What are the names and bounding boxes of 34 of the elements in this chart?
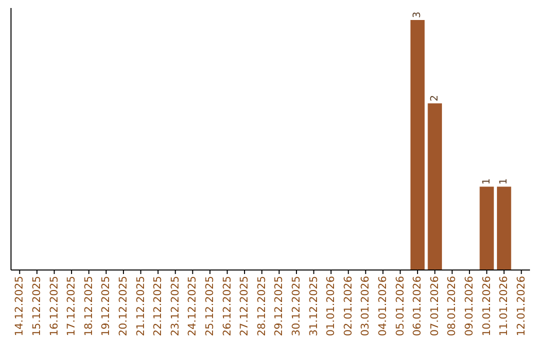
x-tick-label: 06.01.2026 [412,276,424,336]
x-tick-label: 20.12.2025 [117,276,130,336]
x-tick-label: 26.12.2025 [221,276,234,336]
x-tick-label: 12.01.2026 [515,276,528,336]
x-tick-label: 08.01.2026 [446,276,458,336]
x-tick-label: 24.12.2025 [186,276,199,336]
x-tick-label: 30.12.2025 [290,276,302,336]
x-tick-label: 09.01.2026 [463,276,476,336]
x-tick-label: 11.01.2026 [498,276,510,336]
x-tick-label: 07.01.2026 [428,276,441,336]
x-tick-label: 19.12.2025 [100,276,112,336]
x-tick-label: 10.01.2026 [480,276,493,336]
x-tick-label: 02.01.2026 [342,276,354,336]
x-tick-label: 04.01.2026 [376,276,389,336]
x-tick-label: 22.12.2025 [152,276,164,336]
x-tick-label: 03.01.2026 [360,276,372,336]
x-tick-label: 21.12.2025 [134,276,147,336]
x-tick-label: 28.12.2025 [256,276,268,336]
data-label: 2 [429,94,440,102]
x-tick-label: 31.12.2025 [308,276,320,336]
x-tick-label: 17.12.2025 [66,276,78,336]
x-tick-label: 23.12.2025 [169,276,182,336]
x-tick-label: 16.12.2025 [48,276,60,336]
x-tick-label: 05.01.2026 [394,276,406,336]
x-tick-label: 14.12.2025 [14,276,26,336]
x-tick-label: 29.12.2025 [273,276,286,336]
data-label: 1 [498,178,510,185]
data-label: 3 [412,12,424,18]
x-tick-label: 25.12.2025 [204,276,216,336]
x-tick-label: 18.12.2025 [82,276,95,336]
data-label: 1 [481,178,492,185]
x-tick-label: 01.01.2026 [325,276,338,336]
x-tick-label: 27.12.2025 [238,276,251,336]
x-tick-label: 15.12.2025 [30,276,43,336]
